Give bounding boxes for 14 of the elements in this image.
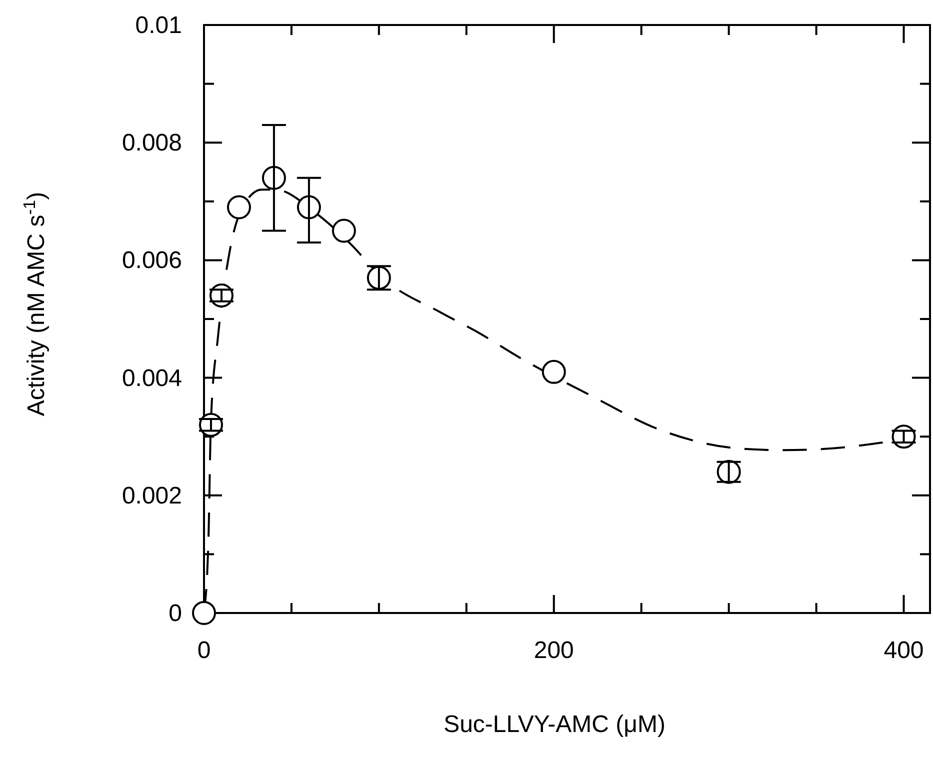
point (226, 195, 251, 220)
x-tick-label: 400 (884, 637, 924, 664)
point (542, 360, 566, 384)
x-tick-label: 200 (534, 637, 574, 664)
x-tick-label: 0 (197, 637, 211, 664)
y-tick-label: 0.006 (122, 247, 182, 274)
y-tick-label: 0.01 (135, 12, 182, 39)
point (332, 218, 356, 243)
y-tick-label: 0.008 (122, 130, 182, 157)
y-tick-label: 0 (168, 600, 182, 627)
y-tick-label: 0.004 (122, 364, 182, 392)
y-tick-label: 0.002 (122, 482, 182, 510)
x-axis-title: Suc-LLVY-AMC (μM) (444, 711, 666, 738)
point (192, 601, 216, 625)
